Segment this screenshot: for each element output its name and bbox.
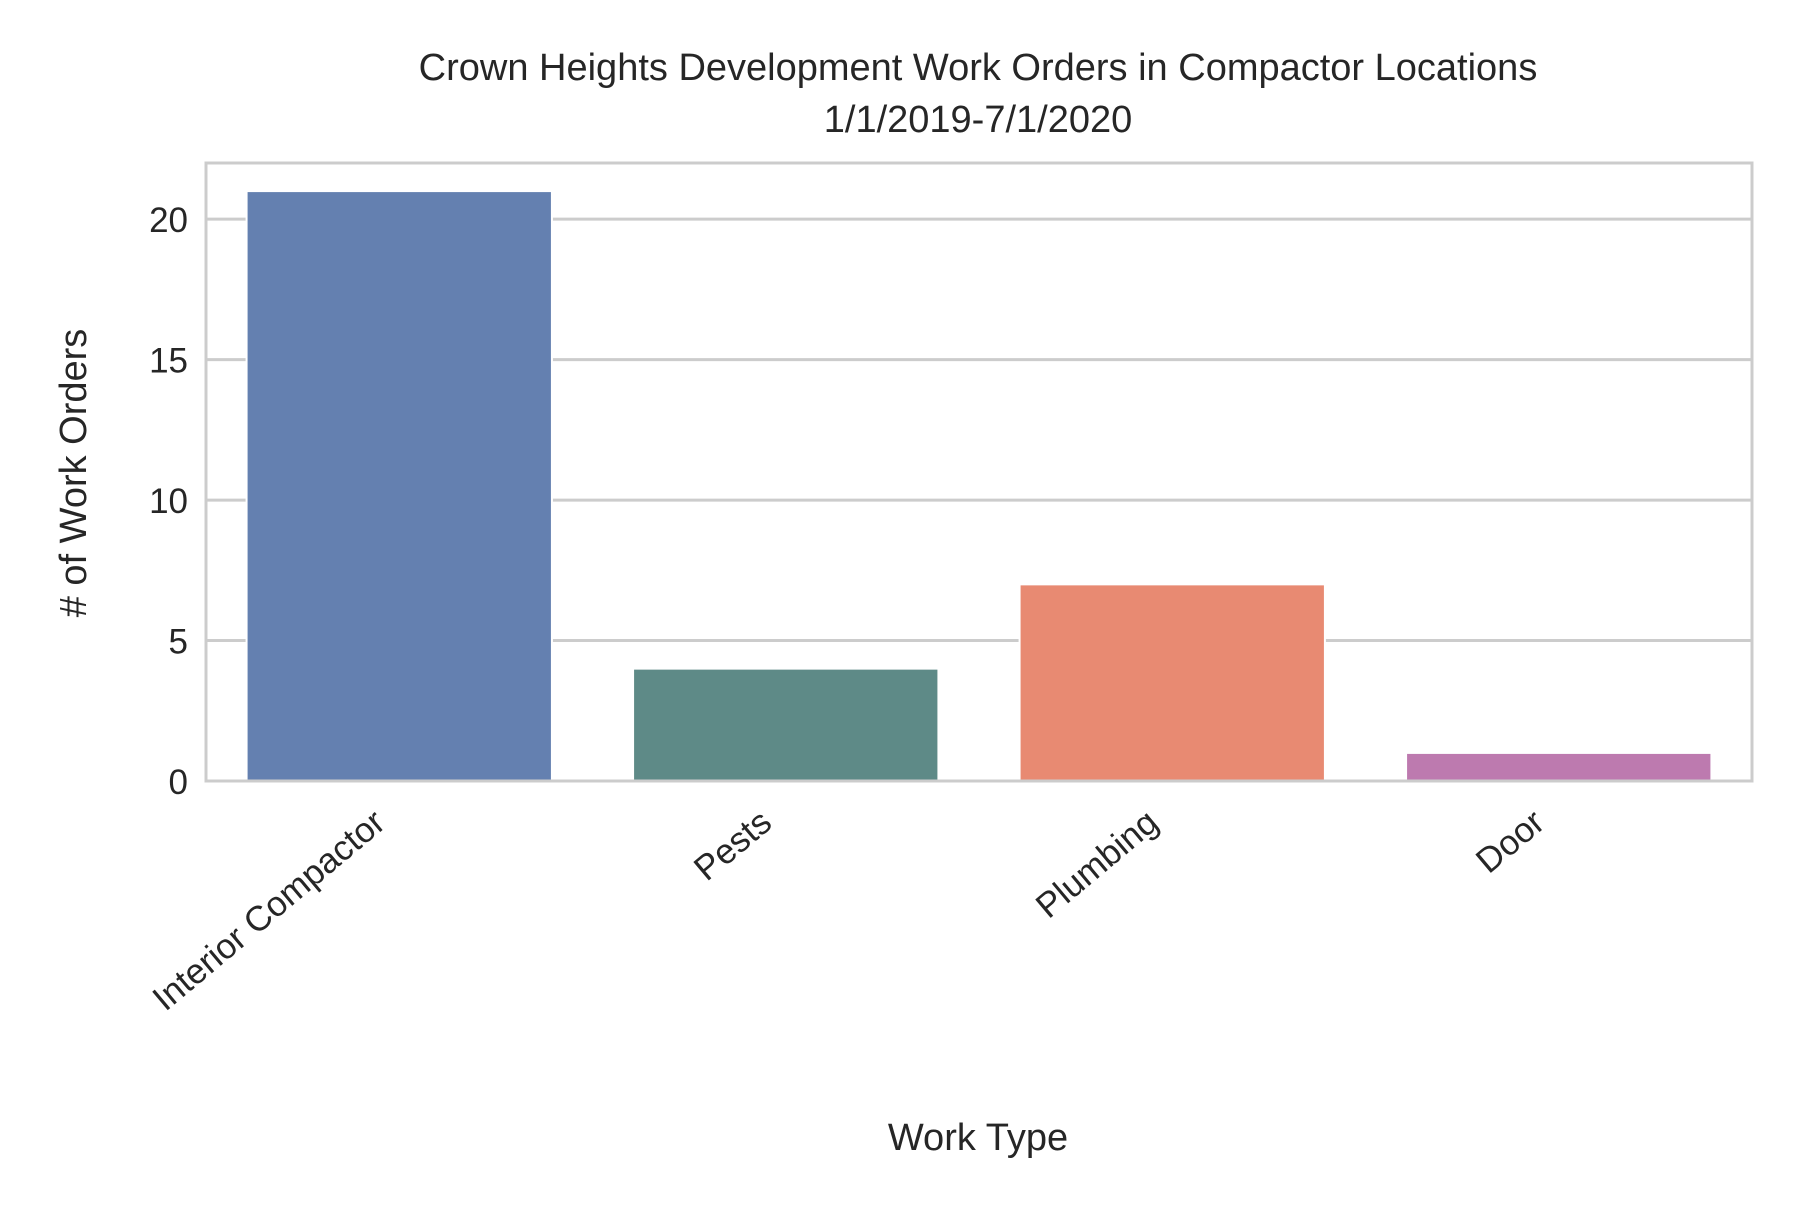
x-tick-label: Interior Compactor (145, 802, 392, 1018)
y-tick-label: 0 (169, 763, 188, 802)
y-axis-label: # of Work Orders (53, 329, 95, 618)
x-axis-label: Work Type (888, 1117, 1068, 1159)
y-tick-label: 10 (149, 482, 188, 521)
x-tick-label: Door (1469, 802, 1552, 881)
y-tick-label: 20 (149, 201, 188, 240)
plot-area: 0 5 10 15 20 Interior Compactor Pests Plumbing D… (145, 161, 1754, 1018)
x-tick-label: Plumbing (1029, 802, 1166, 926)
x-tick-label: Pests (687, 802, 779, 888)
plot-frame (204, 161, 1754, 783)
y-tick-label: 15 (149, 342, 188, 381)
bar (1018, 583, 1326, 783)
bar (1405, 751, 1713, 783)
bar (632, 667, 940, 782)
chart-title: Crown Heights Development Work Orders in… (419, 47, 1538, 89)
y-tick-label: 5 (169, 623, 188, 662)
bar (245, 190, 553, 783)
chart-subtitle: 1/1/2019-7/1/2020 (824, 99, 1133, 141)
